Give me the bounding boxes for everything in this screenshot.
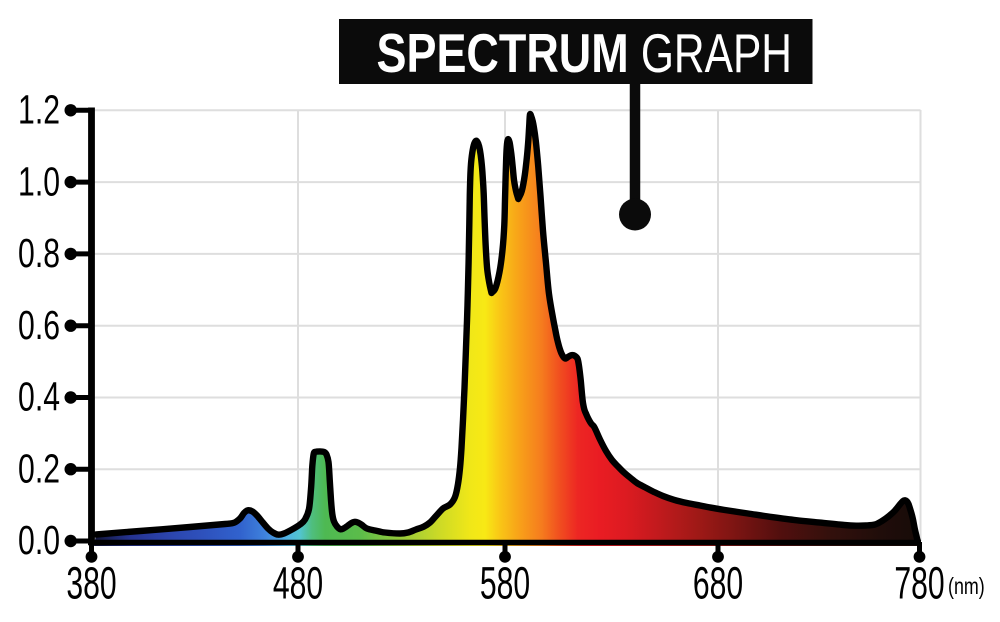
svg-text:480: 480: [273, 559, 323, 610]
svg-text:(nm): (nm): [948, 574, 985, 600]
svg-text:580: 580: [480, 559, 530, 610]
svg-text:GRAPH: GRAPH: [641, 24, 792, 84]
svg-text:0.6: 0.6: [18, 303, 60, 348]
svg-text:0.4: 0.4: [18, 374, 60, 419]
svg-text:380: 380: [66, 559, 116, 610]
svg-text:1.2: 1.2: [18, 87, 60, 132]
svg-text:680: 680: [693, 559, 743, 610]
svg-text:0.2: 0.2: [18, 446, 60, 491]
svg-text:SPECTRUM: SPECTRUM: [377, 23, 629, 84]
svg-text:1.0: 1.0: [18, 159, 60, 204]
svg-text:0.0: 0.0: [18, 518, 60, 563]
svg-text:0.8: 0.8: [18, 231, 60, 276]
svg-text:780: 780: [894, 559, 944, 610]
